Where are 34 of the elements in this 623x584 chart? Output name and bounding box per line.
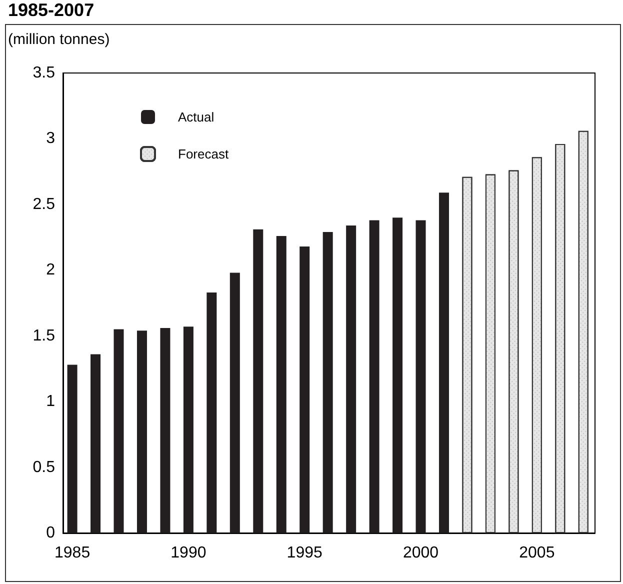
legend-label: Forecast xyxy=(178,146,229,162)
legend-label: Actual xyxy=(178,110,214,124)
x-tick-label: 2005 xyxy=(519,544,555,562)
bar xyxy=(253,229,264,533)
x-tick-label: 1990 xyxy=(170,544,206,562)
bar xyxy=(160,328,170,533)
x-tick-label: 1985 xyxy=(54,544,90,562)
y-tick-label: 1.5 xyxy=(32,327,56,344)
bar xyxy=(183,326,194,533)
bar xyxy=(114,329,124,533)
bar xyxy=(438,192,449,533)
x-tick-label: 2000 xyxy=(402,544,439,562)
bar xyxy=(276,236,286,533)
bar xyxy=(206,292,217,533)
bar xyxy=(416,220,426,533)
y-tick-label: 1 xyxy=(46,393,56,410)
chart-title: 1985-2007 xyxy=(8,0,94,21)
bar xyxy=(392,218,403,533)
y-tick-label: 0 xyxy=(46,524,56,542)
bar xyxy=(322,232,333,533)
bar xyxy=(300,246,310,533)
y-tick-label: 3 xyxy=(46,130,56,148)
y-tick-label: 0.5 xyxy=(32,458,56,476)
bar xyxy=(230,272,240,533)
bar xyxy=(369,220,380,533)
y-tick-label: 2.5 xyxy=(32,196,56,213)
y-tick-label: 3.5 xyxy=(32,64,56,82)
bar xyxy=(136,330,147,533)
y-tick-label: 2 xyxy=(46,262,56,279)
bar xyxy=(67,364,78,533)
x-tick-label: 1995 xyxy=(286,544,323,562)
bar xyxy=(90,354,101,533)
bar xyxy=(346,225,356,533)
y-axis-title: (million tonnes) xyxy=(8,31,110,48)
